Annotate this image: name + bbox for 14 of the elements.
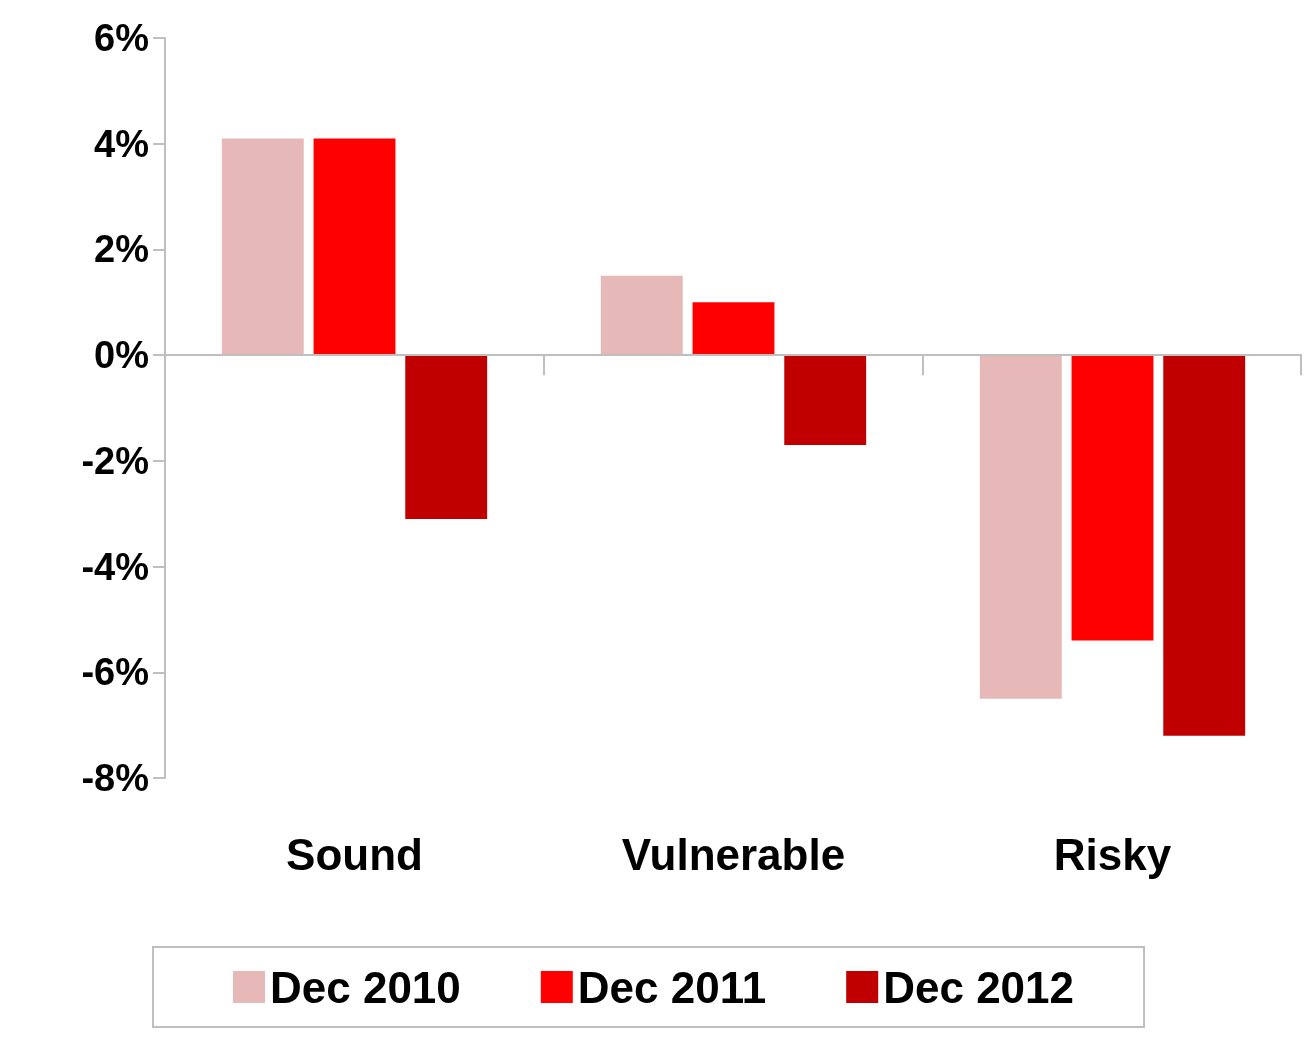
y-tick-label: -2%	[81, 439, 149, 482]
legend-label: Dec 2011	[577, 962, 767, 1012]
y-tick-label: -4%	[81, 545, 149, 588]
y-tick-label: -6%	[81, 651, 149, 694]
y-tick-label: 2%	[94, 228, 149, 271]
y-tick-label: 6%	[94, 17, 149, 59]
x-tick-label: Risky	[1053, 829, 1172, 879]
y-tick-label: -8%	[81, 757, 149, 799]
x-tick-label: Sound	[286, 829, 423, 879]
y-tick-label: 4%	[94, 122, 149, 165]
y-tick-label: 0%	[94, 334, 149, 377]
x-tick-label: Vulnerable	[621, 829, 846, 879]
legend-label: Dec 2012	[883, 962, 1075, 1012]
legend-label: Dec 2010	[269, 962, 461, 1012]
